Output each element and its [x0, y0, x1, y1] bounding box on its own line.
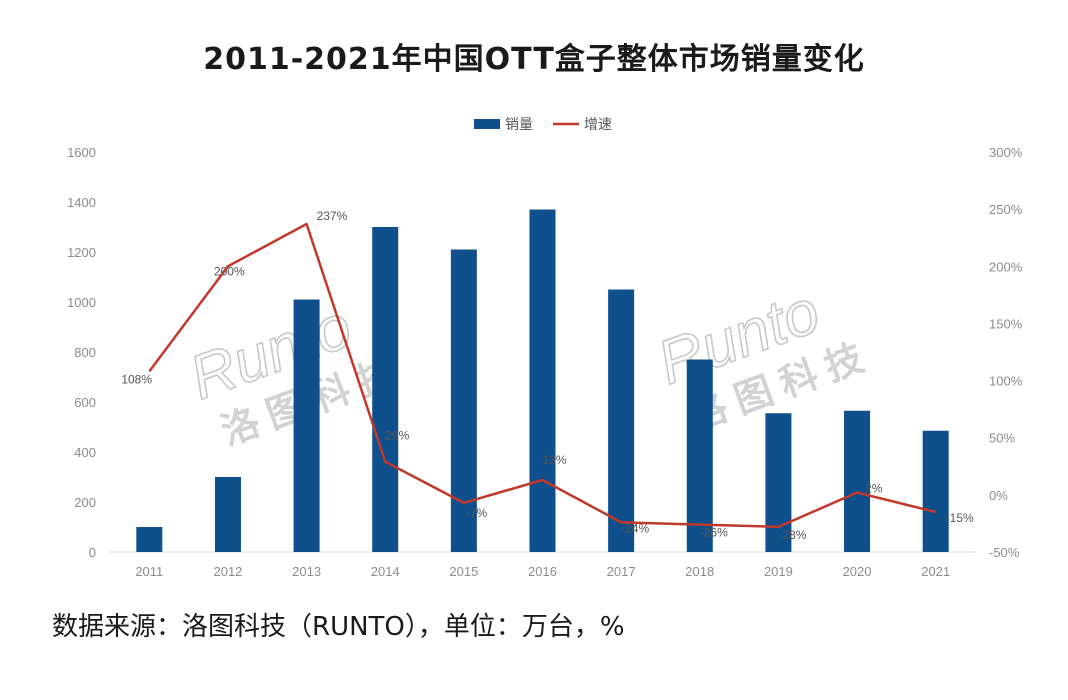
x-tick-label: 2015: [449, 564, 478, 579]
bar: [293, 299, 320, 552]
line-series: [148, 222, 936, 529]
x-axis: 2011 2012 2013 2014 2015 2016 2017 2018 2019 2020…: [110, 551, 975, 579]
growth-line: [148, 222, 936, 529]
line-data-label: 2%: [865, 482, 883, 496]
x-tick-label: 2011: [135, 564, 163, 579]
bar: [608, 289, 635, 552]
x-tick-label: 2016: [528, 564, 557, 579]
bar: [136, 527, 163, 552]
x-tick-label: 2013: [292, 564, 321, 579]
right-tick-label: 150%: [989, 316, 1023, 331]
right-tick-label: 50%: [989, 431, 1015, 446]
left-tick-label: 800: [74, 345, 96, 360]
line-data-labels: 108% 200% 237% 29% -7% 13% -24% -26% -28% 2% -15%: [121, 209, 974, 542]
left-tick-label: 1600: [67, 145, 96, 160]
line-data-label: -7%: [466, 506, 488, 520]
x-tick-label: 2012: [213, 564, 242, 579]
bar: [922, 430, 949, 552]
x-tick-label: 2021: [921, 564, 950, 579]
left-tick-label: 1200: [67, 245, 96, 260]
line-data-label: -28%: [778, 528, 806, 542]
x-tick-label: 2018: [685, 564, 714, 579]
chart-legend: 销量 增速: [474, 117, 612, 133]
x-tick-label: 2017: [607, 564, 636, 579]
left-tick-label: 1400: [67, 195, 96, 210]
legend-bar-swatch: [474, 119, 500, 129]
bar-series: [136, 209, 949, 552]
x-tick-label: 2019: [764, 564, 793, 579]
line-data-label: -15%: [946, 511, 974, 525]
line-data-label: 108%: [121, 372, 152, 386]
left-axis: 0 200 400 600 800 1000 1200 1400 1600: [67, 145, 96, 560]
left-tick-label: 200: [74, 495, 96, 510]
left-tick-label: 0: [89, 545, 96, 560]
line-data-label: 29%: [385, 429, 409, 443]
right-tick-label: -50%: [989, 545, 1020, 560]
legend-bar-label: 销量: [505, 117, 533, 133]
right-tick-label: 100%: [989, 374, 1023, 389]
bar: [765, 413, 792, 552]
bar: [529, 209, 556, 552]
right-tick-label: 0%: [989, 488, 1008, 503]
right-tick-label: 300%: [989, 145, 1023, 160]
bar: [372, 227, 399, 552]
line-data-label: -24%: [621, 521, 649, 535]
right-tick-label: 200%: [989, 259, 1023, 274]
left-tick-label: 400: [74, 445, 96, 460]
chart-title: 2011-2021年中国OTT盒子整体市场销量变化: [203, 42, 865, 77]
legend-line-label: 增速: [584, 117, 612, 133]
line-data-label: 200%: [214, 264, 245, 278]
right-axis: -50% 0% 50% 100% 150% 200% 250% 300%: [989, 145, 1023, 560]
data-source-note: 数据来源：洛图科技（RUNTO），单位：万台，%: [52, 612, 625, 642]
left-tick-label: 1000: [67, 295, 96, 310]
bar: [844, 410, 871, 552]
bar: [214, 477, 241, 552]
line-data-label: 237%: [317, 209, 348, 223]
line-data-label: -26%: [700, 526, 728, 540]
bar: [686, 359, 713, 552]
x-tick-label: 2014: [371, 564, 400, 579]
line-data-label: 13%: [543, 453, 567, 467]
right-tick-label: 250%: [989, 202, 1023, 217]
left-tick-label: 600: [74, 395, 96, 410]
x-tick-label: 2020: [843, 564, 872, 579]
